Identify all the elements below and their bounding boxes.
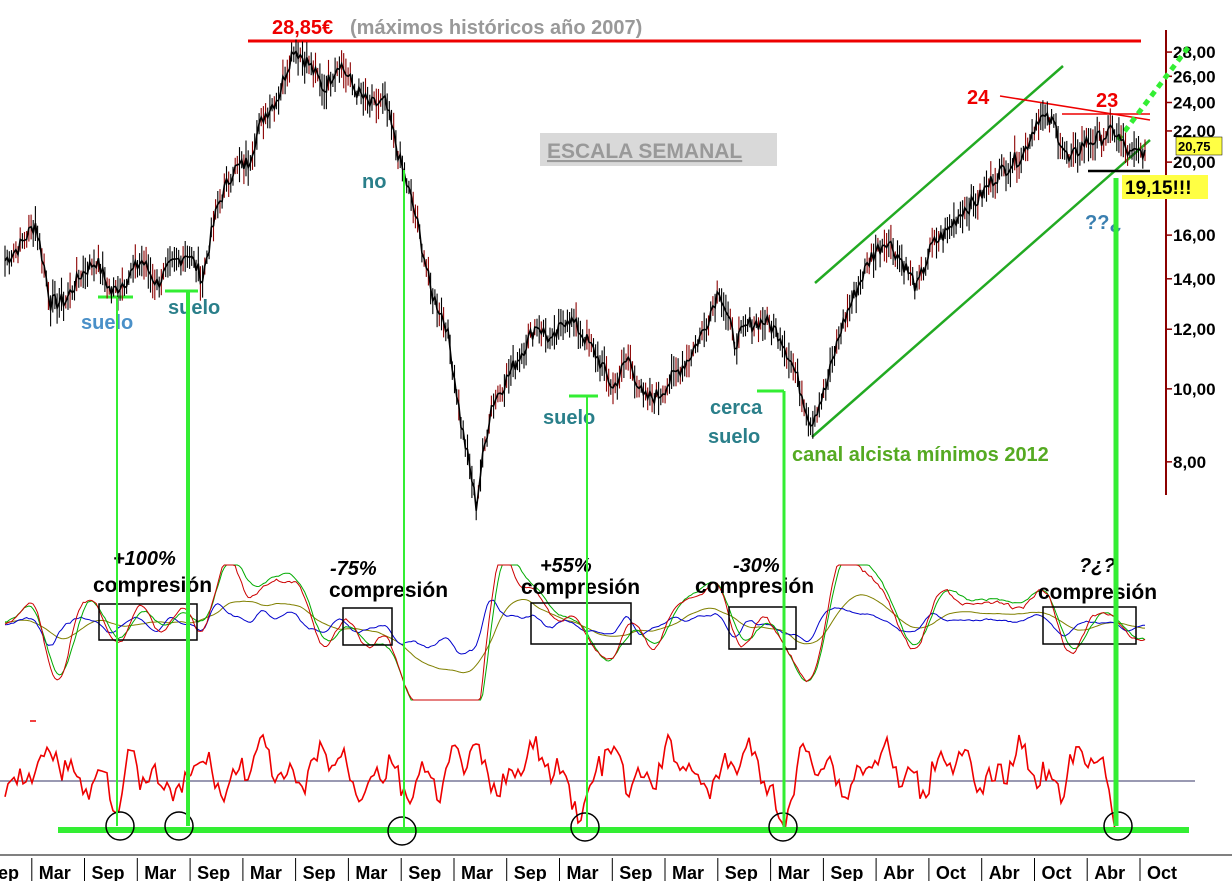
bottom-circle-2 bbox=[164, 811, 194, 841]
channel-label: canal alcista mínimos 2012 bbox=[792, 444, 1049, 466]
x-axis: Sep Mar Sep Mar Sep Mar Sep Mar Sep Mar Sep Mar Sep M… bbox=[0, 854, 1232, 881]
oscillator-red-line bbox=[4, 564, 1146, 701]
x-tick-label: Mar bbox=[39, 863, 71, 881]
x-tick-label: Sep bbox=[830, 863, 863, 881]
scale-label: ESCALA SEMANAL bbox=[547, 140, 742, 163]
compression-label-3: compresión bbox=[521, 576, 640, 599]
support-label: 19,15!!! bbox=[1125, 178, 1192, 199]
scale-label-box bbox=[540, 133, 777, 166]
x-tick-label: Mar bbox=[567, 863, 599, 881]
x-ticks: Sep Mar Sep Mar Sep Mar Sep Mar Sep Mar Sep Mar Sep M… bbox=[0, 858, 1177, 881]
last-price-box bbox=[1175, 136, 1223, 156]
y-tick-label: 8,00 bbox=[1173, 453, 1206, 472]
price-series-line bbox=[4, 49, 1146, 511]
last-price-label: 20,75 bbox=[1178, 139, 1211, 154]
channel-upper-line bbox=[814, 65, 1064, 284]
x-tick-label: Mar bbox=[250, 863, 282, 881]
x-tick-label: Abr bbox=[1094, 863, 1125, 881]
compression-box-5 bbox=[1042, 606, 1137, 645]
indicator-red-line bbox=[4, 732, 1118, 834]
x-tick-label: Abr bbox=[989, 863, 1020, 881]
y-tick-label: 28,00 bbox=[1173, 43, 1216, 62]
y-tick-label: 20,00 bbox=[1173, 153, 1216, 172]
question-label: ??¿ bbox=[1085, 212, 1122, 234]
y-tick-label: 10,00 bbox=[1173, 380, 1216, 399]
no-label: no bbox=[362, 171, 386, 193]
x-tick-label: Mar bbox=[461, 863, 493, 881]
x-tick-label: Sep bbox=[303, 863, 336, 881]
x-tick-label: Sep bbox=[92, 863, 125, 881]
y-tick-label: 26,00 bbox=[1173, 67, 1216, 86]
bottom-circle-3 bbox=[387, 816, 417, 846]
x-tick-label: Sep bbox=[0, 863, 19, 881]
change-label-3: +55% bbox=[540, 555, 592, 577]
compression-label-4: compresión bbox=[695, 575, 814, 598]
compression-label-5: compresión bbox=[1038, 581, 1157, 604]
x-tick-label: Mar bbox=[778, 863, 810, 881]
x-tick-label: Sep bbox=[197, 863, 230, 881]
projection-dotted-line bbox=[1116, 43, 1192, 142]
oscillator-blue-line bbox=[4, 599, 1146, 655]
compression-label-1: compresión bbox=[93, 574, 212, 597]
level-23-label: 23 bbox=[1096, 90, 1118, 112]
signal-lines bbox=[116, 170, 1119, 830]
x-tick-label: Sep bbox=[619, 863, 652, 881]
y-tick-label: 16,00 bbox=[1173, 226, 1216, 245]
change-label-5: ?¿? bbox=[1079, 555, 1116, 577]
oscillator-green-line bbox=[4, 564, 1146, 701]
x-tick-label: Abr bbox=[883, 863, 914, 881]
compression-box-4 bbox=[728, 606, 797, 650]
bottom-circle-1 bbox=[105, 811, 135, 841]
x-tick-label: Oct bbox=[1042, 863, 1072, 881]
price-y-ticks: 8,00 10,00 12,00 14,00 16,00 20,00 22,00 24,00 2… bbox=[1166, 43, 1216, 472]
oscillator-panel: +100% compresión -75% compresión +55% co… bbox=[4, 548, 1157, 701]
x-tick-label: Mar bbox=[672, 863, 704, 881]
x-tick-label: Mar bbox=[144, 863, 176, 881]
y-tick-label: 24,00 bbox=[1173, 93, 1216, 112]
x-tick-label: Oct bbox=[1147, 863, 1177, 881]
x-tick-label: Sep bbox=[408, 863, 441, 881]
bottom-circle-4 bbox=[570, 812, 600, 842]
floor-label-2: suelo bbox=[168, 297, 220, 319]
y-tick-label: 14,00 bbox=[1173, 270, 1216, 289]
price-panel: 8,00 10,00 12,00 14,00 16,00 20,00 22,00 24,00 2… bbox=[4, 17, 1223, 521]
max-note-label: (máximos históricos año 2007) bbox=[350, 17, 642, 39]
compression-label-2: compresión bbox=[329, 579, 448, 602]
support-label-box bbox=[1122, 175, 1208, 199]
indicator-panel bbox=[0, 720, 1195, 846]
near-floor-label-2: suelo bbox=[708, 426, 760, 448]
compression-box-2 bbox=[342, 607, 393, 646]
channel-lower-line bbox=[811, 139, 1151, 438]
x-tick-label: Oct bbox=[936, 863, 966, 881]
oscillator-olive-line bbox=[4, 594, 1145, 674]
level-24-label: 24 bbox=[967, 87, 990, 109]
near-floor-label-1: cerca bbox=[710, 397, 763, 419]
compression-box-1 bbox=[98, 603, 198, 641]
x-tick-label: Mar bbox=[355, 863, 387, 881]
compression-box-3 bbox=[530, 602, 632, 645]
change-label-4: -30% bbox=[733, 555, 780, 577]
change-label-1: +100% bbox=[113, 548, 176, 570]
x-tick-label: Sep bbox=[725, 863, 758, 881]
y-tick-label: 12,00 bbox=[1173, 320, 1216, 339]
floor-label-1: suelo bbox=[81, 312, 133, 334]
floor-label-3: suelo bbox=[543, 407, 595, 429]
max-value-label: 28,85€ bbox=[272, 17, 333, 39]
x-tick-label: Sep bbox=[514, 863, 547, 881]
y-tick-label: 22,00 bbox=[1173, 122, 1216, 141]
resistance-line-24 bbox=[999, 95, 1151, 121]
change-label-2: -75% bbox=[330, 558, 377, 580]
